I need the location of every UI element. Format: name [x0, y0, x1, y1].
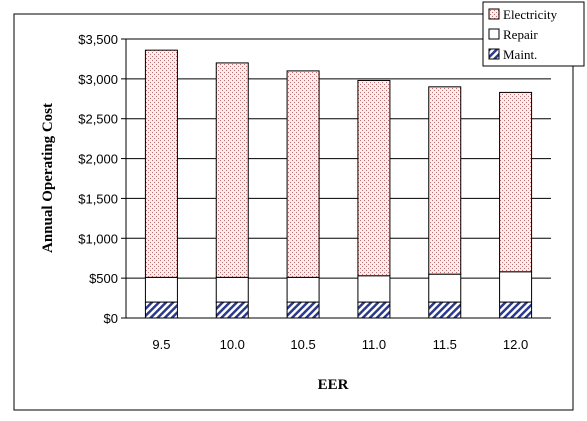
bar-segment-maint: [286, 301, 320, 319]
x-tick-label: 11.5: [433, 337, 457, 352]
bar-segment-repair: [357, 275, 391, 303]
bar-segment-electricity: [428, 86, 462, 275]
x-tick-label: 10.5: [290, 337, 315, 352]
axes: [125, 39, 551, 319]
y-tick-label: $1,000: [78, 231, 118, 246]
x-tick-label: 9.5: [152, 337, 170, 352]
bar-segment-repair: [286, 276, 320, 303]
bar-segment-electricity: [215, 62, 249, 278]
y-tick-label: $500: [89, 271, 118, 286]
bar-segment-repair: [144, 276, 178, 303]
bar-segment-repair: [215, 276, 249, 303]
legend-swatch: [488, 48, 500, 60]
y-tick-label: $3,000: [78, 72, 118, 87]
bar-segment-repair: [499, 271, 533, 303]
x-tick-labels: 9.5 10.0 10.5 11.0 11.5 12.0: [152, 337, 528, 352]
legend: Electricity Repair Maint.: [482, 1, 585, 67]
y-tick-label: $0: [104, 311, 118, 326]
gridlines: [121, 38, 551, 319]
y-tick-label: $2,500: [78, 112, 118, 127]
y-axis-title: Annual Operating Cost: [40, 103, 56, 253]
bar-segment-electricity: [286, 70, 320, 278]
y-tick-label: $2,000: [78, 152, 118, 167]
legend-swatch: [488, 28, 500, 40]
legend-label: Electricity: [503, 7, 558, 22]
y-tick-label: $3,500: [78, 32, 118, 47]
y-tick-labels: $0 $500 $1,000 $1,500 $2,000 $2,500 $3,000 $3,5…: [78, 32, 118, 326]
legend-label: Repair: [503, 27, 538, 42]
legend-swatch: [488, 8, 500, 20]
x-tick-label: 11.0: [362, 337, 386, 352]
bar-segment-maint: [428, 301, 462, 319]
y-tick-label: $1,500: [78, 191, 118, 206]
bar-segment-maint: [215, 301, 249, 319]
bar-segment-maint: [499, 301, 533, 319]
legend-label: Maint.: [503, 47, 537, 62]
x-axis-title: EER: [318, 377, 349, 393]
legend-box: [482, 1, 585, 67]
bar-segment-electricity: [357, 79, 391, 277]
x-tick-label: 12.0: [503, 337, 528, 352]
bar-segment-electricity: [499, 91, 533, 273]
bar-segment-electricity: [144, 49, 178, 278]
bar-segment-repair: [428, 273, 462, 303]
x-tick-label: 10.0: [220, 337, 245, 352]
bar-segment-maint: [144, 301, 178, 319]
bars: [144, 49, 533, 319]
bar-segment-maint: [357, 301, 391, 319]
